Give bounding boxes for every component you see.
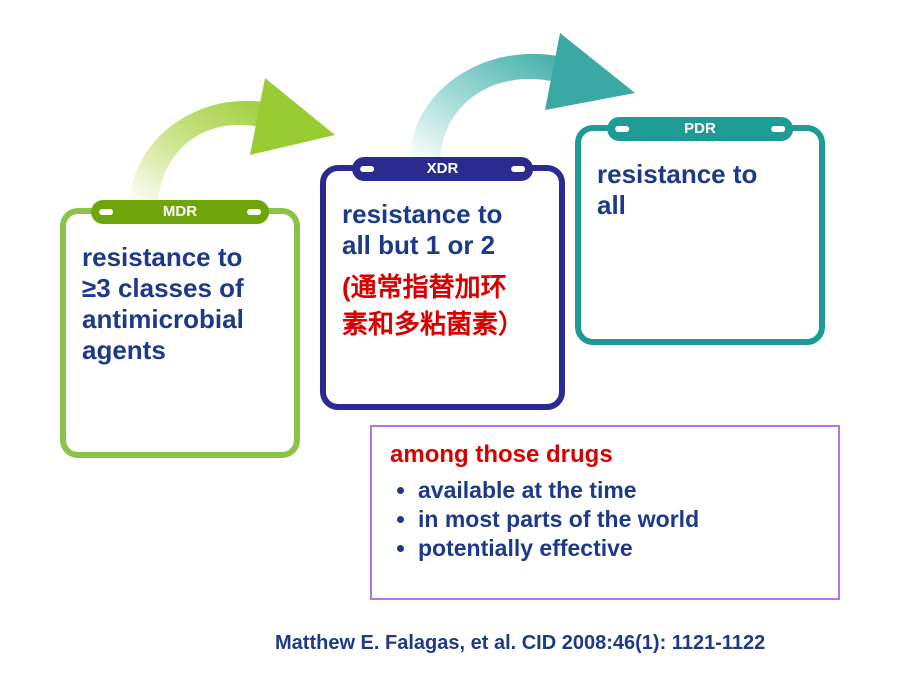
note-item: potentially effective	[418, 535, 820, 562]
mdr-line: ≥3 classes of	[82, 273, 278, 304]
arrow-mdr-to-xdr	[120, 60, 340, 210]
card-xdr: XDR resistance to all but 1 or 2 (通常指替加环…	[320, 165, 565, 410]
card-mdr-body: resistance to ≥3 classes of antimicrobia…	[82, 242, 278, 366]
xdr-line: all but 1 or 2	[342, 230, 543, 261]
pdr-line: all	[597, 190, 803, 221]
card-mdr: MDR resistance to ≥3 classes of antimicr…	[60, 208, 300, 458]
card-pdr: PDR resistance to all	[575, 125, 825, 345]
mdr-line: resistance to	[82, 242, 278, 273]
card-pdr-body: resistance to all	[597, 159, 803, 221]
note-item: available at the time	[418, 477, 820, 504]
note-list: available at the time in most parts of t…	[418, 477, 820, 562]
slide-canvas: MDR resistance to ≥3 classes of antimicr…	[0, 0, 920, 690]
card-xdr-body: resistance to all but 1 or 2 (通常指替加环 素和多…	[342, 199, 543, 341]
tab-pdr-label: PDR	[684, 120, 716, 137]
note-box: among those drugs available at the time …	[370, 425, 840, 600]
note-item: in most parts of the world	[418, 506, 820, 533]
mdr-line: antimicrobial	[82, 304, 278, 335]
pdr-line: resistance to	[597, 159, 803, 190]
xdr-subline: (通常指替加环	[342, 267, 543, 304]
tab-mdr: MDR	[91, 200, 269, 224]
xdr-line: resistance to	[342, 199, 543, 230]
tab-xdr: XDR	[352, 157, 534, 181]
mdr-line: agents	[82, 335, 278, 366]
tab-mdr-label: MDR	[163, 203, 197, 220]
note-title: among those drugs	[390, 441, 820, 469]
tab-pdr: PDR	[607, 117, 793, 141]
citation-text: Matthew E. Falagas, et al. CID 2008:46(1…	[275, 632, 765, 655]
xdr-subline: 素和多粘菌素）	[342, 304, 543, 341]
tab-xdr-label: XDR	[427, 160, 459, 177]
